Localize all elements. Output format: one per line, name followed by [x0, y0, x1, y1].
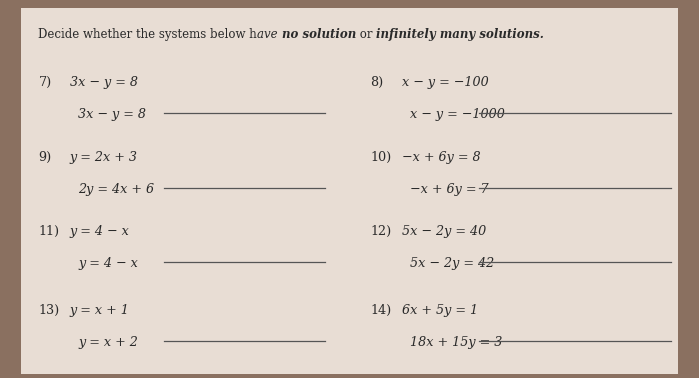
- Text: 13): 13): [38, 304, 59, 317]
- Text: 3x − y = 8: 3x − y = 8: [70, 76, 138, 88]
- Text: 12): 12): [370, 225, 391, 238]
- Text: y = 2x + 3: y = 2x + 3: [70, 151, 138, 164]
- Text: y = x + 1: y = x + 1: [70, 304, 130, 317]
- Text: 7): 7): [38, 76, 52, 88]
- Text: −x + 6y = 8: −x + 6y = 8: [402, 151, 480, 164]
- Text: y = 4 − x: y = 4 − x: [70, 225, 130, 238]
- Text: 2y = 4x + 6: 2y = 4x + 6: [78, 183, 154, 196]
- Text: x − y = −100: x − y = −100: [402, 76, 489, 88]
- Text: 18x + 15y = 3: 18x + 15y = 3: [410, 336, 503, 349]
- Text: y = x + 2: y = x + 2: [78, 336, 138, 349]
- Text: y = 4 − x: y = 4 − x: [78, 257, 138, 270]
- Text: 3x − y = 8: 3x − y = 8: [78, 108, 146, 121]
- Text: 5x − 2y = 42: 5x − 2y = 42: [410, 257, 495, 270]
- Text: 14): 14): [370, 304, 391, 317]
- Text: 10): 10): [370, 151, 391, 164]
- Text: 8): 8): [370, 76, 384, 88]
- Text: or: or: [356, 28, 376, 41]
- FancyBboxPatch shape: [21, 8, 678, 374]
- Text: infinitely many solutions.: infinitely many solutions.: [376, 28, 544, 41]
- Text: Decide whether the systems below h: Decide whether the systems below h: [38, 28, 257, 41]
- Text: 5x − 2y = 40: 5x − 2y = 40: [402, 225, 487, 238]
- Text: 11): 11): [38, 225, 59, 238]
- Text: −x + 6y = 7: −x + 6y = 7: [410, 183, 489, 196]
- Text: x − y = −1000: x − y = −1000: [410, 108, 505, 121]
- Text: 9): 9): [38, 151, 52, 164]
- Text: ave: ave: [257, 28, 282, 41]
- Text: 6x + 5y = 1: 6x + 5y = 1: [402, 304, 478, 317]
- Text: no solution: no solution: [282, 28, 356, 41]
